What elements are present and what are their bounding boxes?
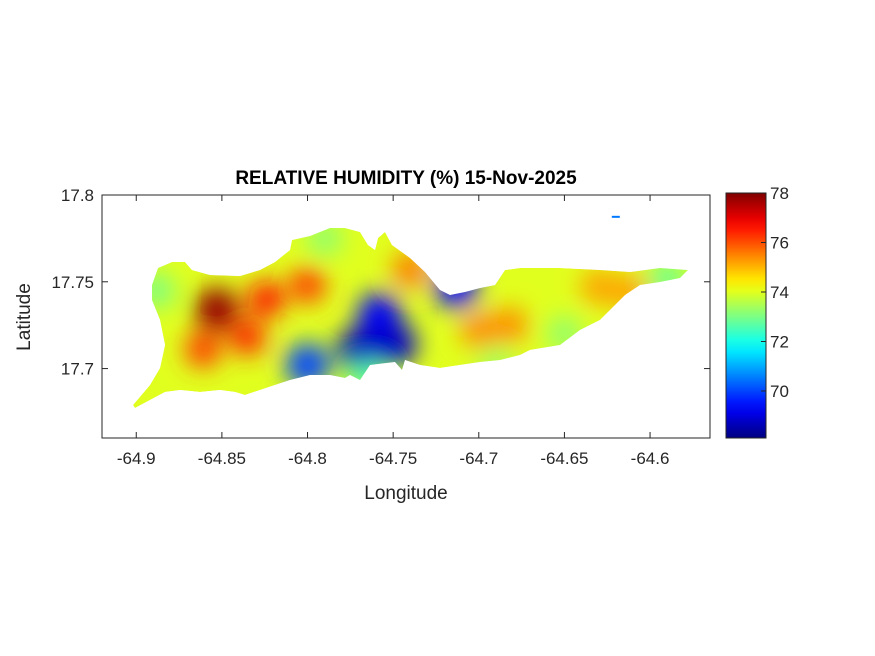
x-tick-label: -64.75 <box>369 449 417 468</box>
field-point-3 <box>185 331 222 368</box>
colorbar <box>725 192 767 439</box>
field-point-4 <box>229 319 266 356</box>
island-base-fill <box>133 228 688 408</box>
field-core-7 <box>348 339 369 360</box>
y-tick-label: 17.7 <box>61 360 94 379</box>
field-core-5 <box>369 304 390 325</box>
x-axis-label: Longitude <box>364 483 447 504</box>
x-axis: -64.9 -64.85 -64.8 -64.75 -64.7 -64.65 -64.6 <box>117 195 670 468</box>
field-core-8 <box>297 355 318 376</box>
field-point-14 <box>611 274 648 311</box>
offshore-cay-patch <box>611 215 620 218</box>
x-tick-label: -64.85 <box>198 449 246 468</box>
field-point-15 <box>138 272 175 309</box>
y-axis-label: Latitude <box>14 283 35 351</box>
field-point-2 <box>289 267 326 304</box>
field-core-6 <box>384 334 405 355</box>
humidity-field <box>133 228 688 408</box>
x-tick-label: -64.6 <box>631 449 670 468</box>
colorbar-tick-label: 76 <box>770 233 789 252</box>
field-point-20 <box>349 360 386 397</box>
x-tick-label: -64.65 <box>540 449 588 468</box>
field-point-17 <box>649 260 686 297</box>
plot-axes-box <box>101 194 711 439</box>
field-point-16 <box>306 228 343 257</box>
chart-title: RELATIVE HUMIDITY (%) 15-Nov-2025 <box>235 168 577 189</box>
field-point-9 <box>434 264 479 309</box>
x-tick-label: -64.7 <box>459 449 498 468</box>
x-tick-label: -64.9 <box>117 449 156 468</box>
field-point-1 <box>248 281 285 318</box>
y-tick-label: 17.8 <box>61 186 94 205</box>
colorbar-tick-label: 70 <box>770 382 789 401</box>
colorbar-tick-label: 72 <box>770 332 789 351</box>
field-point-18 <box>546 315 583 352</box>
x-tick-label: -64.8 <box>288 449 327 468</box>
field-core-0 <box>206 299 227 320</box>
field-point-10 <box>392 251 429 288</box>
field-core-9 <box>446 276 467 297</box>
field-point-12 <box>491 307 528 344</box>
field-point-19 <box>477 345 514 382</box>
colorbar-tick-label: 74 <box>770 283 789 302</box>
colorbar-tick-label: 78 <box>770 184 789 203</box>
field-point-13 <box>580 268 617 305</box>
field-point-11 <box>460 312 497 349</box>
y-tick-label: 17.75 <box>51 273 94 292</box>
colorbar-ticks: 70 72 74 76 78 <box>761 184 789 401</box>
y-axis: 17.7 17.75 17.8 <box>51 186 710 379</box>
